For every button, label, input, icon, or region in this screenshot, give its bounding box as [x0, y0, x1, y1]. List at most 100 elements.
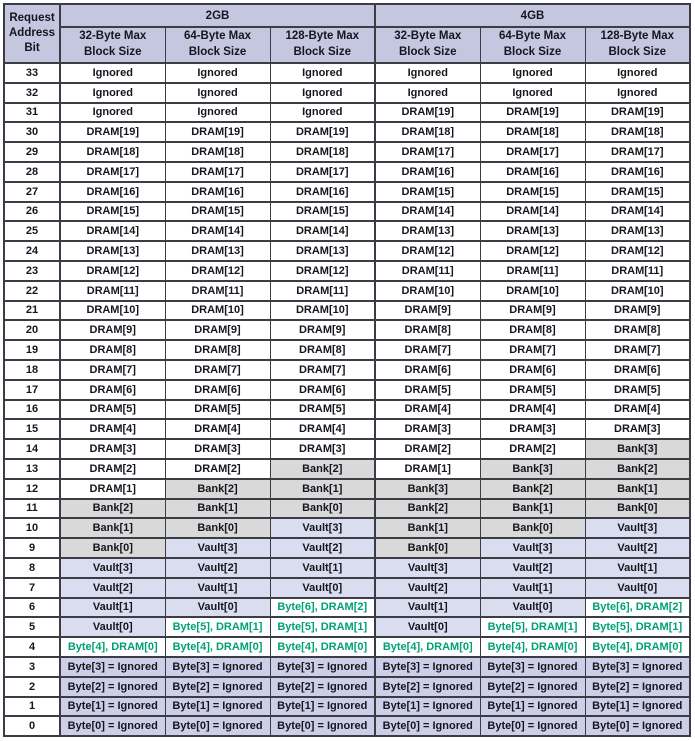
mapping-cell: DRAM[8] — [374, 319, 481, 342]
mapping-cell: DRAM[8] — [164, 339, 271, 361]
bit-cell: 7 — [3, 576, 61, 599]
table-row: 30 DRAM[19] DRAM[19] DRAM[19] DRAM[18] DRAM[1… — [3, 121, 691, 144]
mapping-cell: DRAM[18] — [374, 121, 481, 144]
mapping-cell: Byte[6], DRAM[2] — [269, 596, 376, 619]
mapping-cell: Bank[2] — [59, 497, 166, 520]
bit-cell: 32 — [3, 81, 61, 104]
table-row: 32 Ignored Ignored Ignored Ignored Ignored Ign… — [3, 81, 691, 104]
table-row: 21 DRAM[10] DRAM[10] DRAM[10] DRAM[9] DRAM[9]… — [3, 299, 691, 322]
mapping-cell: DRAM[12] — [269, 259, 376, 282]
mapping-cell: Vault[0] — [374, 616, 481, 639]
table-row: 7 Vault[2] Vault[1] Vault[0] Vault[2] Vault[1… — [3, 576, 691, 599]
mapping-cell: Bank[0] — [479, 517, 586, 540]
mapping-cell: DRAM[17] — [374, 141, 481, 163]
mapping-cell: DRAM[13] — [164, 240, 271, 262]
mapping-cell: Byte[3] = Ignored — [584, 655, 691, 678]
bit-cell: 26 — [3, 200, 61, 223]
mapping-cell: Vault[0] — [269, 576, 376, 599]
mapping-cell: Ignored — [164, 62, 271, 84]
mapping-cell: DRAM[12] — [59, 259, 166, 282]
bit-cell: 25 — [3, 220, 61, 243]
mapping-cell: Vault[3] — [59, 556, 166, 579]
mapping-cell: DRAM[3] — [164, 438, 271, 460]
mapping-cell: DRAM[16] — [374, 160, 481, 183]
bit-cell: 17 — [3, 378, 61, 401]
mapping-cell: DRAM[7] — [269, 358, 376, 381]
mapping-cell: Bank[1] — [374, 517, 481, 540]
mapping-cell: Byte[2] = Ignored — [584, 675, 691, 698]
mapping-cell: Ignored — [59, 81, 166, 104]
mapping-cell: Byte[4], DRAM[0] — [269, 636, 376, 658]
mapping-cell: Byte[5], DRAM[1] — [269, 616, 376, 639]
mapping-cell: Ignored — [59, 101, 166, 124]
mapping-cell: Byte[1] = Ignored — [374, 695, 481, 718]
mapping-cell: DRAM[16] — [164, 180, 271, 203]
mapping-cell: DRAM[7] — [584, 339, 691, 361]
mapping-cell: DRAM[17] — [479, 141, 586, 163]
mapping-cell: Byte[4], DRAM[0] — [164, 636, 271, 658]
mapping-cell: DRAM[2] — [479, 438, 586, 460]
mapping-cell: DRAM[3] — [584, 418, 691, 441]
mapping-cell: Byte[2] = Ignored — [479, 675, 586, 698]
table-row: 26 DRAM[15] DRAM[15] DRAM[15] DRAM[14] DRAM[1… — [3, 200, 691, 223]
table-row: 2 Byte[2] = Ignored Byte[2] = Ignored Byte[… — [3, 675, 691, 698]
mapping-cell: DRAM[5] — [584, 378, 691, 401]
table-row: 29 DRAM[18] DRAM[18] DRAM[18] DRAM[17] DRAM[1… — [3, 141, 691, 163]
mapping-cell: Bank[0] — [164, 517, 271, 540]
mapping-cell: Bank[0] — [269, 497, 376, 520]
mapping-cell: DRAM[12] — [584, 240, 691, 262]
mapping-cell: Vault[3] — [269, 517, 376, 540]
table-row: 31 Ignored Ignored Ignored DRAM[19] DRAM[19] D… — [3, 101, 691, 124]
group-header-4gb: 4GB — [374, 3, 691, 28]
mapping-cell: Ignored — [479, 62, 586, 84]
table-row: 23 DRAM[12] DRAM[12] DRAM[12] DRAM[11] DRAM[1… — [3, 259, 691, 282]
bit-cell: 5 — [3, 616, 61, 639]
bit-cell: 1 — [3, 695, 61, 718]
mapping-cell: Byte[0] = Ignored — [59, 715, 166, 738]
mapping-cell: DRAM[13] — [269, 240, 376, 262]
mapping-cell: Byte[1] = Ignored — [584, 695, 691, 718]
mapping-cell: Vault[1] — [584, 556, 691, 579]
request-address-bit-header: Request Address Bit — [3, 3, 61, 64]
mapping-cell: DRAM[15] — [584, 180, 691, 203]
mapping-cell: Ignored — [164, 101, 271, 124]
mapping-cell: Byte[6], DRAM[2] — [584, 596, 691, 619]
table-row: 9 Bank[0] Vault[3] Vault[2] Bank[0] Vault[3] V… — [3, 537, 691, 559]
mapping-cell: DRAM[2] — [59, 457, 166, 480]
mapping-cell: DRAM[16] — [59, 180, 166, 203]
table-row: 16 DRAM[5] DRAM[5] DRAM[5] DRAM[4] DRAM[4] DRA… — [3, 398, 691, 421]
bit-cell: 14 — [3, 438, 61, 460]
bit-cell: 2 — [3, 675, 61, 698]
table-row: 15 DRAM[4] DRAM[4] DRAM[4] DRAM[3] DRAM[3] DRA… — [3, 418, 691, 441]
mapping-cell: DRAM[9] — [374, 299, 481, 322]
mapping-cell: Vault[3] — [584, 517, 691, 540]
mapping-cell: Byte[2] = Ignored — [269, 675, 376, 698]
mapping-cell: Byte[1] = Ignored — [269, 695, 376, 718]
mapping-cell: DRAM[8] — [584, 319, 691, 342]
bit-cell: 3 — [3, 655, 61, 678]
mapping-cell: DRAM[14] — [269, 220, 376, 243]
mapping-cell: Ignored — [374, 62, 481, 84]
mapping-cell: Bank[2] — [584, 457, 691, 480]
mapping-cell: DRAM[4] — [479, 398, 586, 421]
table-body: 33 Ignored Ignored Ignored Ignored Ignored Ign… — [3, 62, 691, 738]
bit-cell: 6 — [3, 596, 61, 619]
mapping-cell: DRAM[12] — [479, 240, 586, 262]
mapping-cell: Bank[1] — [59, 517, 166, 540]
mapping-cell: Byte[1] = Ignored — [164, 695, 271, 718]
mapping-cell: DRAM[19] — [584, 101, 691, 124]
mapping-cell: DRAM[5] — [374, 378, 481, 401]
mapping-cell: DRAM[14] — [584, 200, 691, 223]
table-row: 10 Bank[1] Bank[0] Vault[3] Bank[1] Bank[0] Va… — [3, 517, 691, 540]
table-row: 11 Bank[2] Bank[1] Bank[0] Bank[2] Bank[1] Ban… — [3, 497, 691, 520]
mapping-cell: Vault[1] — [374, 596, 481, 619]
mapping-cell: DRAM[9] — [269, 319, 376, 342]
mapping-cell: Bank[1] — [479, 497, 586, 520]
mapping-cell: DRAM[8] — [479, 319, 586, 342]
mapping-cell: Vault[3] — [164, 537, 271, 559]
mapping-cell: Byte[5], DRAM[1] — [479, 616, 586, 639]
mapping-cell: Vault[2] — [374, 576, 481, 599]
mapping-cell: DRAM[4] — [59, 418, 166, 441]
mapping-cell: DRAM[14] — [374, 200, 481, 223]
